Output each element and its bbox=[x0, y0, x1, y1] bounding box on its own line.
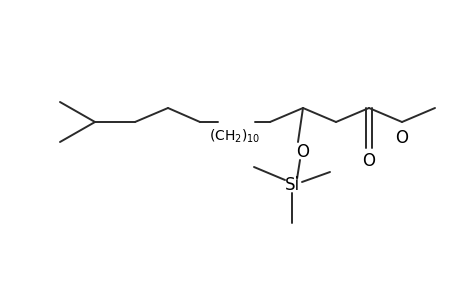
Text: Si: Si bbox=[284, 176, 299, 194]
Text: O: O bbox=[296, 143, 309, 161]
Text: O: O bbox=[362, 152, 375, 170]
Text: O: O bbox=[395, 129, 408, 147]
Text: (CH$_2$)$_{10}$: (CH$_2$)$_{10}$ bbox=[209, 128, 260, 146]
